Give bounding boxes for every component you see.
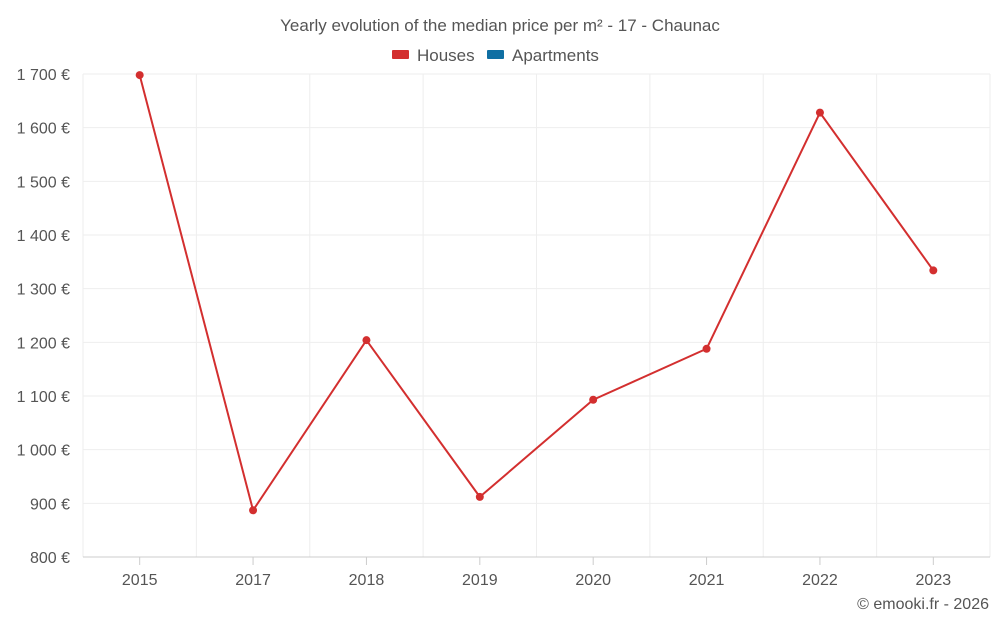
x-tick-label: 2018 xyxy=(349,572,385,589)
data-point xyxy=(815,108,824,117)
credit-text: © emooki.fr - 2026 xyxy=(857,596,989,613)
y-tick-label: 1 600 € xyxy=(17,121,70,138)
y-tick-label: 1 500 € xyxy=(17,174,70,191)
x-tick-label: 2017 xyxy=(235,572,271,589)
legend-label-apartments: Apartments xyxy=(512,46,599,65)
chart-title: Yearly evolution of the median price per… xyxy=(280,16,720,35)
y-axis-ticks: 800 € 900 € 1 000 € 1 100 € 1 200 € 1 300 € 1 … xyxy=(17,67,70,567)
y-tick-label: 1 300 € xyxy=(17,282,70,299)
x-tick-label: 2019 xyxy=(462,572,498,589)
legend: Houses Apartments xyxy=(392,46,599,65)
y-tick-label: 1 000 € xyxy=(17,443,70,460)
x-tick-label: 2020 xyxy=(575,572,611,589)
data-point xyxy=(702,344,711,353)
x-tick-label: 2022 xyxy=(802,572,838,589)
legend-item-houses[interactable]: Houses xyxy=(392,46,475,65)
data-point xyxy=(929,266,938,275)
y-tick-label: 1 400 € xyxy=(17,228,70,245)
y-tick-label: 800 € xyxy=(30,550,70,567)
x-tick-label: 2023 xyxy=(916,572,952,589)
data-point xyxy=(135,71,144,80)
data-point xyxy=(475,492,484,501)
legend-swatch-apartments xyxy=(487,50,504,59)
data-point xyxy=(589,395,598,404)
grid xyxy=(82,73,991,558)
data-point xyxy=(249,506,258,515)
legend-item-apartments[interactable]: Apartments xyxy=(487,46,599,65)
y-tick-label: 1 200 € xyxy=(17,335,70,352)
x-tick-label: 2015 xyxy=(122,572,158,589)
y-tick-label: 1 700 € xyxy=(17,67,70,84)
series-houses xyxy=(135,71,938,515)
legend-swatch-houses xyxy=(392,50,409,59)
x-tick-label: 2021 xyxy=(689,572,725,589)
y-tick-label: 1 100 € xyxy=(17,389,70,406)
x-axis-ticks: 2015 2017 2018 2019 2020 2021 2022 2023 xyxy=(122,557,951,589)
legend-label-houses: Houses xyxy=(417,46,475,65)
y-tick-label: 900 € xyxy=(30,496,70,513)
series-line-houses xyxy=(138,74,935,512)
data-point xyxy=(362,336,371,345)
